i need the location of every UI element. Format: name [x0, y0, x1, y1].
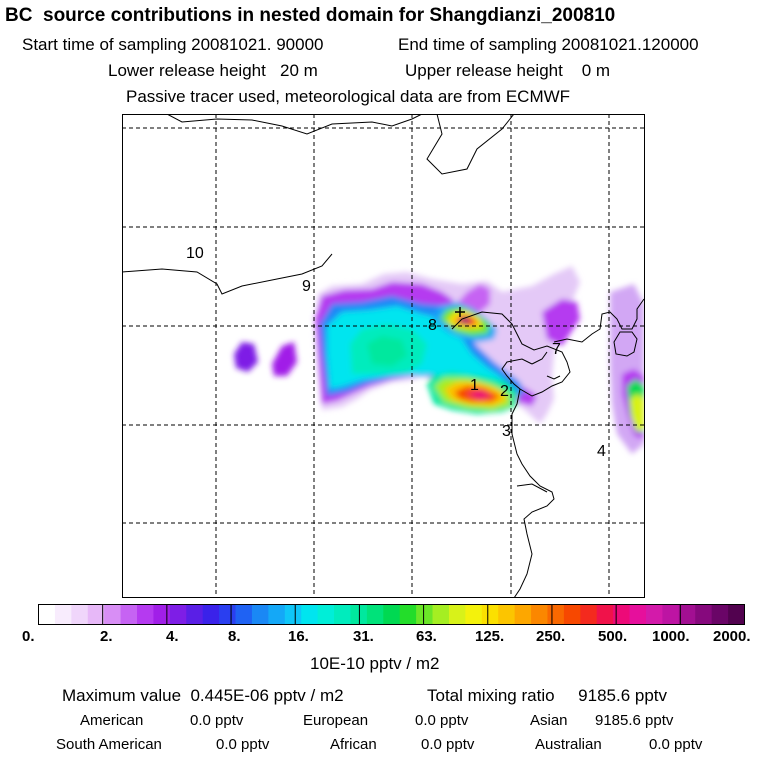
region-label-9: 9 [302, 278, 311, 295]
colorbar-cell [366, 604, 384, 625]
asian-label: Asian [530, 712, 568, 729]
colorbar-tick-label: 31. [353, 628, 374, 645]
region-label-2: 2 [500, 383, 509, 400]
colorbar-cell [202, 604, 220, 625]
american-value: 0.0 pptv [190, 712, 244, 729]
colorbar-cell [169, 604, 187, 625]
south-american-label: South American [56, 736, 162, 753]
colorbar-cell [695, 604, 713, 625]
european-value: 0.0 pptv [415, 712, 469, 729]
colorbar-cell [678, 604, 696, 625]
max-value-text: Maximum value 0.445E-06 pptv / m2 [62, 686, 344, 705]
colorbar-cell [71, 604, 89, 625]
colorbar-cell [235, 604, 253, 625]
colorbar-cell [317, 604, 335, 625]
colorbar-cell [416, 604, 433, 625]
end-time-text: End time of sampling 20081021.120000 [398, 35, 699, 54]
colorbar-cell [38, 604, 56, 625]
colorbar-cell [547, 604, 565, 625]
colorbar-cell [186, 604, 204, 625]
colorbar-cell [711, 604, 729, 625]
colorbar-cell [498, 604, 516, 625]
colorbar-cell [629, 604, 647, 625]
colorbar-cell [219, 604, 236, 625]
receptor-marker [455, 307, 465, 317]
colorbar-cell [137, 604, 154, 625]
colorbar-units: 10E-10 pptv / m2 [310, 654, 440, 673]
region-label-4: 4 [597, 443, 606, 460]
colorbar-cell [334, 604, 351, 625]
african-value: 0.0 pptv [421, 736, 475, 753]
colorbar-tick-label: 125. [475, 628, 505, 645]
colorbar-cell [383, 604, 401, 625]
coastlines [122, 114, 645, 598]
colorbar-cell [613, 604, 630, 625]
colorbar-cell [153, 604, 171, 625]
grid-lines [122, 114, 645, 598]
australian-label: Australian [535, 736, 602, 753]
start-time-text: Start time of sampling 20081021. 90000 [22, 35, 324, 54]
colorbar-tick-label: 500. [598, 628, 628, 645]
colorbar-tick-label: 250. [536, 628, 566, 645]
colorbar-cell [596, 604, 614, 625]
colorbar-cell [268, 604, 286, 625]
lower-release-text: Lower release height 20 m [108, 61, 318, 80]
colorbar-cell [645, 604, 663, 625]
colorbar-cell [350, 604, 368, 625]
colorbar-cell [514, 604, 532, 625]
asian-value: 9185.6 pptv [595, 712, 674, 729]
colorbar-tick-label: 16. [288, 628, 309, 645]
region-label-10: 10 [186, 245, 204, 262]
colorbar-cell [662, 604, 680, 625]
tracer-note-text: Passive tracer used, meteorological data… [126, 87, 571, 106]
total-mixing-text: Total mixing ratio 9185.6 pptv [427, 686, 668, 705]
region-label-1: 1 [470, 377, 479, 394]
colorbar-cell [284, 604, 302, 625]
colorbar [38, 604, 745, 625]
american-label: American [80, 712, 144, 729]
colorbar-cell [251, 604, 269, 625]
european-label: European [303, 712, 369, 729]
south-american-value: 0.0 pptv [216, 736, 270, 753]
concentration-map: + 1 2 3 4 7 8 9 10 [122, 114, 645, 598]
region-label-8: 8 [428, 317, 437, 334]
colorbar-cell [580, 604, 598, 625]
region-label-3: 3 [502, 423, 511, 440]
colorbar-tick-label: 8. [228, 628, 241, 645]
region-label-7: 7 [552, 341, 561, 358]
colorbar-tick-label: 63. [416, 628, 437, 645]
colorbar-tick-label: 2000. [713, 628, 751, 645]
colorbar-cell [728, 604, 745, 625]
colorbar-cell [563, 604, 581, 625]
colorbar-cell [54, 604, 72, 625]
colorbar-tick-label: 4. [166, 628, 179, 645]
colorbar-cell [120, 604, 138, 625]
colorbar-cell [432, 604, 450, 625]
african-label: African [330, 736, 377, 753]
colorbar-cell [481, 604, 499, 625]
colorbar-tick-label: 2. [100, 628, 113, 645]
colorbar-cell [104, 604, 121, 625]
plume-field [234, 266, 644, 454]
colorbar-tick-label: 1000. [652, 628, 690, 645]
australian-value: 0.0 pptv [649, 736, 703, 753]
colorbar-cell [448, 604, 466, 625]
upper-release-text: Upper release height 0 m [405, 61, 611, 80]
colorbar-cell [465, 604, 483, 625]
colorbar-tick-label: 0. [22, 628, 35, 645]
colorbar-cell [531, 604, 548, 625]
plot-title: BC source contributions in nested domain… [5, 5, 616, 26]
colorbar-cell [301, 604, 319, 625]
colorbar-cell [87, 604, 105, 625]
colorbar-cell [399, 604, 417, 625]
